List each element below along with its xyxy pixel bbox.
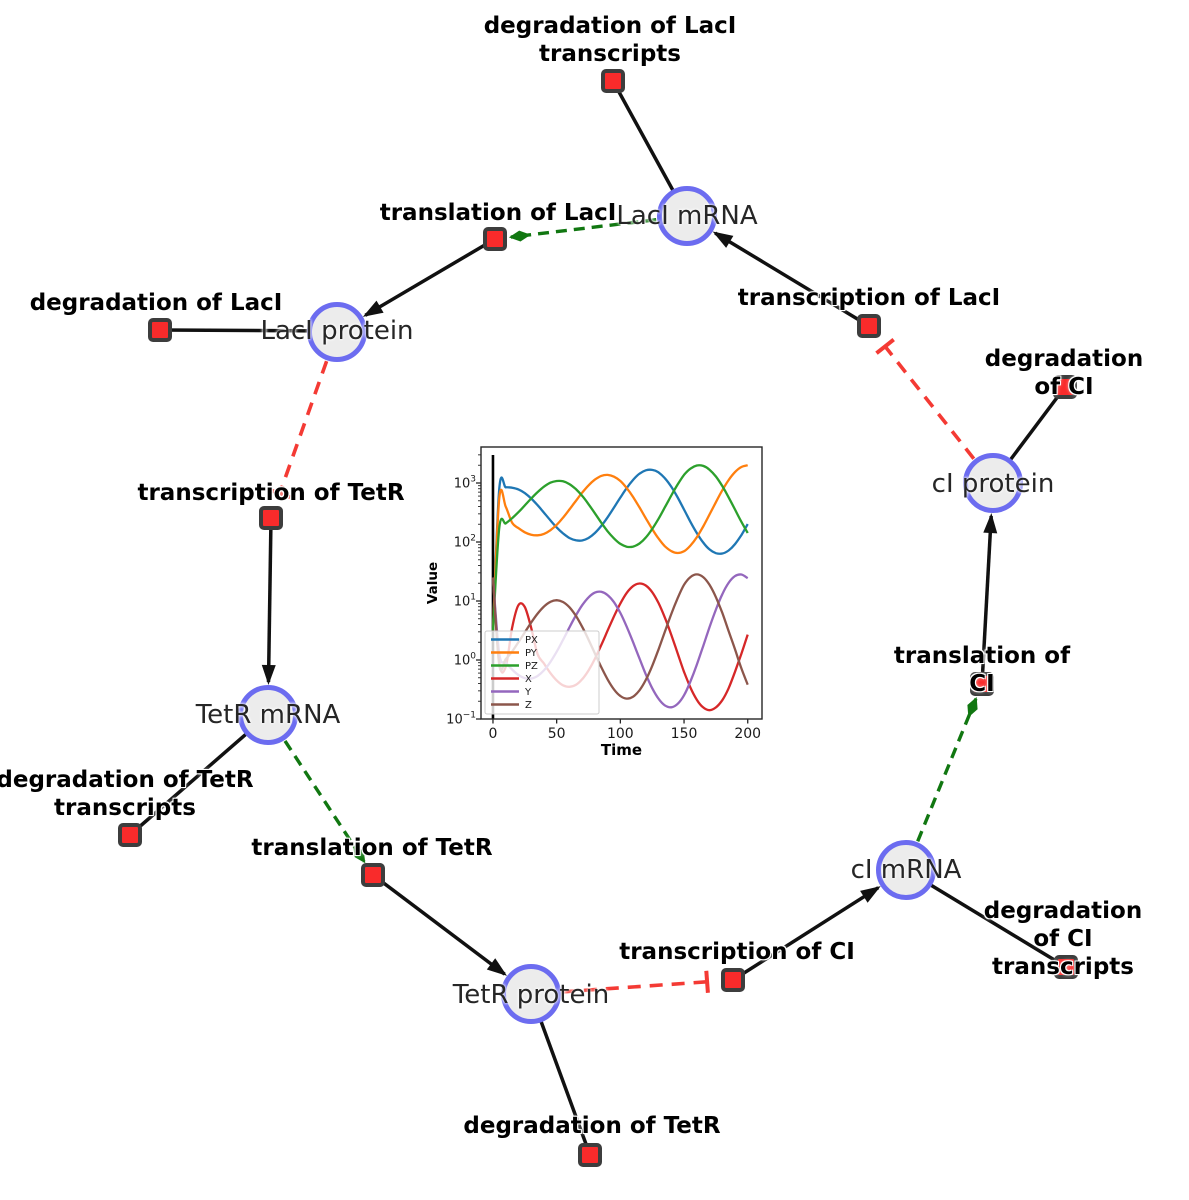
species-label-laci-mrna: LacI mRNA bbox=[616, 201, 758, 231]
y-tick-label: 101 bbox=[454, 593, 476, 610]
y-tick-label: 103 bbox=[454, 475, 476, 492]
reaction-label-translation-laci: translation of LacI bbox=[379, 200, 617, 226]
edge-translation-laci-to-laci-protein bbox=[362, 237, 496, 317]
series-line-py bbox=[491, 464, 749, 631]
chart-series-curves bbox=[491, 464, 749, 712]
legend-label-px: PX bbox=[525, 635, 538, 646]
x-tick-label: 100 bbox=[607, 726, 634, 742]
legend-label-y: Y bbox=[524, 687, 532, 698]
reaction-label-degradation-ci-transcripts: degradation of CI transcripts bbox=[983, 898, 1143, 980]
y-tick-label: 102 bbox=[454, 534, 476, 551]
species-label-laci-protein: LacI protein bbox=[260, 316, 414, 346]
inset-timecourse-chart: 10−1 100 101 102 103 0 50 100 150 200 PX PY PZ X Y Z Tim… bbox=[425, 441, 770, 775]
x-axis-label: Time bbox=[601, 741, 642, 759]
reaction-node-translation-ci[interactable] bbox=[970, 672, 994, 696]
chart-legend: PX PY PZ XYZ bbox=[484, 630, 600, 715]
legend-label-z: Z bbox=[525, 700, 532, 711]
inhibition-tbar-transcription-tetr bbox=[268, 487, 291, 500]
plot-spines bbox=[480, 446, 763, 720]
legend-label-py: PY bbox=[525, 648, 538, 659]
species-node-tetr-mrna[interactable] bbox=[238, 685, 298, 745]
edge-translation-tetr-to-tetr-protein bbox=[371, 873, 507, 976]
reaction-label-transcription-tetr: transcription of TetR bbox=[137, 480, 405, 506]
reaction-label-degradation-ci: degradation of CI bbox=[984, 346, 1144, 400]
reaction-label-translation-tetr: translation of TetR bbox=[251, 835, 493, 861]
edge-transcription-laci-to-laci-mrna bbox=[712, 231, 870, 328]
x-tick-label: 150 bbox=[671, 726, 698, 742]
edge-laci-protein-inhibits-transcription-tetr bbox=[278, 360, 329, 495]
reaction-label-degradation-laci-transcripts: degradation of LacI transcripts bbox=[483, 13, 737, 67]
reaction-node-transcription-ci[interactable] bbox=[721, 968, 745, 992]
reaction-label-transcription-laci: transcription of LacI bbox=[737, 285, 1001, 311]
species-node-laci-protein[interactable] bbox=[307, 302, 367, 362]
reaction-node-degradation-tetr[interactable] bbox=[578, 1143, 602, 1167]
edge-laci-mrna-modifies-translation-laci bbox=[508, 218, 657, 242]
species-label-ci-protein: cI protein bbox=[931, 469, 1055, 499]
edge-ci-protein-inhibits-transcription-laci bbox=[883, 345, 976, 460]
reaction-label-degradation-tetr-transcripts: degradation of TetR transcripts bbox=[0, 767, 254, 821]
series-line-px bbox=[491, 468, 749, 631]
reaction-node-degradation-ci-transcripts[interactable] bbox=[1054, 955, 1078, 979]
species-node-laci-mrna[interactable] bbox=[657, 186, 717, 246]
edge-ci-mrna-to-degradation-ci-transcripts bbox=[905, 868, 1067, 969]
species-label-ci-mrna: cI mRNA bbox=[850, 855, 962, 885]
edge-ci-mrna-modifies-translation-ci bbox=[916, 696, 978, 842]
y-tick-label: 10−1 bbox=[446, 711, 476, 728]
x-tick-label: 50 bbox=[548, 726, 566, 742]
inhibition-tbar-transcription-laci bbox=[875, 338, 895, 355]
reaction-node-translation-laci[interactable] bbox=[483, 227, 507, 251]
reaction-node-degradation-tetr-transcripts[interactable] bbox=[118, 823, 142, 847]
edge-transcription-tetr-to-tetr-mrna bbox=[261, 517, 276, 685]
reaction-label-translation-ci: translation of CI bbox=[893, 643, 1071, 697]
reaction-node-transcription-laci[interactable] bbox=[857, 314, 881, 338]
edge-transcription-ci-to-ci-mrna bbox=[732, 886, 881, 982]
species-node-ci-mrna[interactable] bbox=[876, 840, 936, 900]
species-node-ci-protein[interactable] bbox=[963, 453, 1023, 513]
reaction-label-degradation-tetr: degradation of TetR bbox=[463, 1113, 721, 1139]
inhibition-tbar-transcription-ci bbox=[704, 970, 710, 993]
reaction-node-degradation-laci-transcripts[interactable] bbox=[601, 69, 625, 93]
x-tick-label: 200 bbox=[734, 726, 761, 742]
legend-label-x: X bbox=[525, 674, 532, 685]
legend-label-pz: PZ bbox=[525, 661, 538, 672]
y-tick-label: 100 bbox=[454, 652, 477, 669]
edge-tetr-mrna-modifies-translation-tetr bbox=[283, 739, 366, 864]
reaction-node-translation-tetr[interactable] bbox=[361, 863, 385, 887]
series-line-z bbox=[491, 573, 749, 700]
species-node-tetr-protein[interactable] bbox=[501, 964, 561, 1024]
timecourse-plot: 10−1 100 101 102 103 0 50 100 150 200 PX PY PZ XYZ Tim… bbox=[425, 446, 763, 759]
series-line-pz bbox=[491, 464, 749, 631]
edge-translation-ci-to-ci-protein bbox=[980, 513, 998, 685]
reaction-node-degradation-laci[interactable] bbox=[148, 318, 172, 342]
reaction-label-transcription-ci: transcription of CI bbox=[619, 939, 855, 965]
edge-tetr-protein-inhibits-transcription-ci bbox=[561, 980, 708, 994]
species-label-tetr-mrna: TetR mRNA bbox=[195, 700, 341, 730]
reaction-node-transcription-tetr[interactable] bbox=[259, 506, 283, 530]
y-axis-label: Value bbox=[425, 562, 441, 604]
x-tick-label: 0 bbox=[489, 726, 498, 742]
reaction-node-degradation-ci[interactable] bbox=[1053, 375, 1077, 399]
reaction-label-degradation-laci: degradation of LacI bbox=[29, 290, 283, 316]
species-label-tetr-protein: TetR protein bbox=[452, 980, 610, 1010]
